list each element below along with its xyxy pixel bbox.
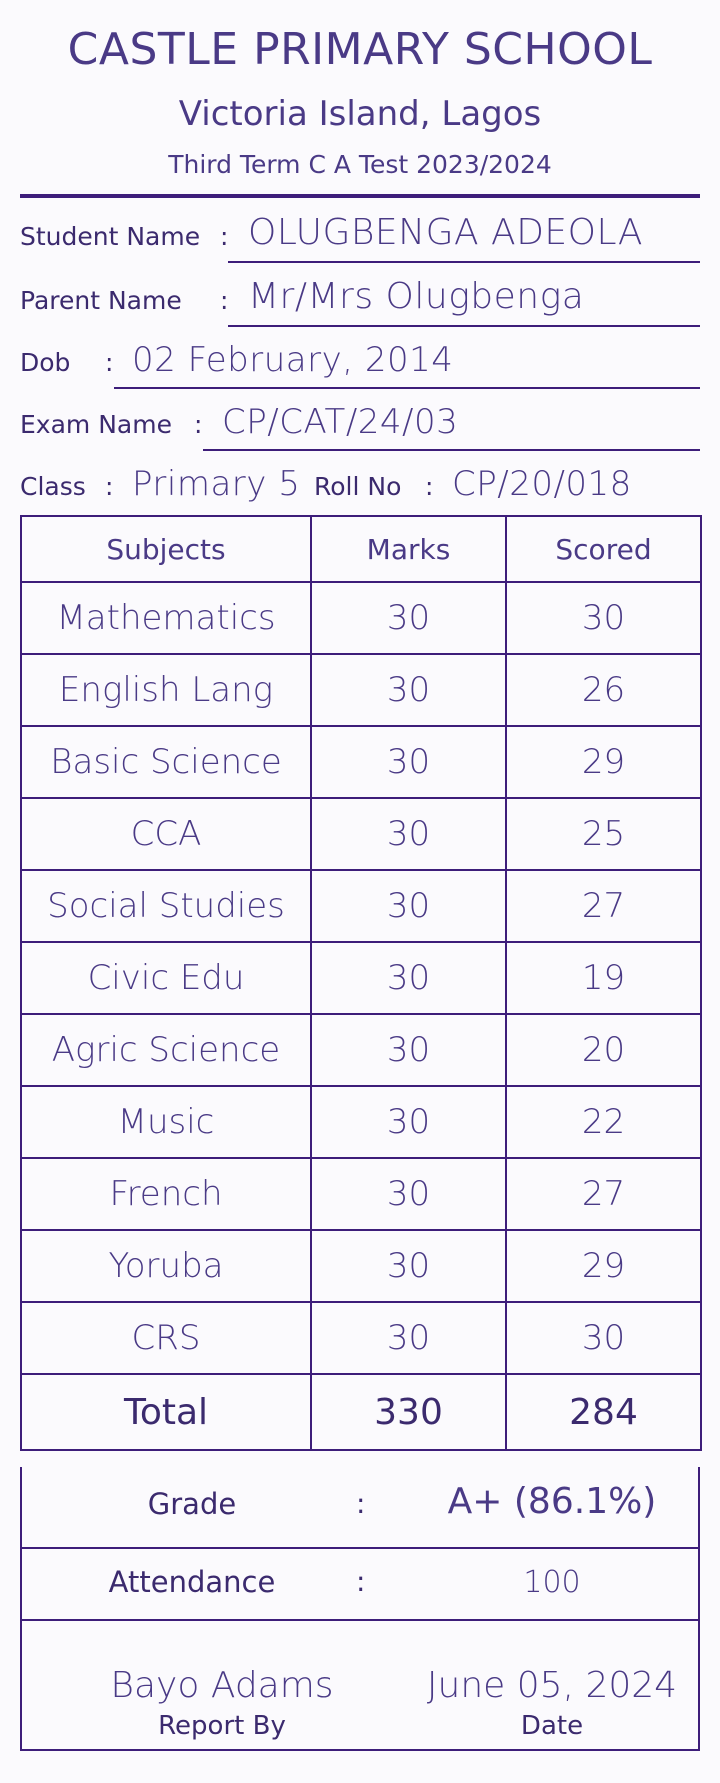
roll-no-colon: :	[425, 472, 434, 501]
scored-cell: 29	[505, 725, 702, 799]
table-row: CCA 30 25	[20, 797, 702, 871]
marks-cell: 30	[310, 941, 507, 1015]
exam-name-underline	[203, 449, 700, 451]
marks-cell: 30	[310, 869, 507, 943]
roll-no-label: Roll No	[314, 472, 402, 501]
marks-cell: 30	[310, 581, 507, 655]
table-row: French 30 27	[20, 1157, 702, 1231]
subject-cell: English Lang	[20, 653, 312, 727]
exam-name-colon: :	[194, 410, 203, 439]
report-by-label: Report By	[158, 1711, 286, 1741]
total-marks: 330	[310, 1373, 507, 1451]
parent-name-colon: :	[220, 286, 229, 315]
class-colon: :	[105, 472, 114, 501]
table-row: Agric Science 30 20	[20, 1013, 702, 1087]
class-value: Primary 5	[132, 464, 301, 504]
subject-cell: Basic Science	[20, 725, 312, 799]
table-row: Civic Edu 30 19	[20, 941, 702, 1015]
scored-cell: 25	[505, 797, 702, 871]
table-row: CRS 30 30	[20, 1301, 702, 1375]
student-name-value: OLUGBENGA ADEOLA	[248, 212, 643, 253]
class-label: Class	[20, 472, 86, 501]
scored-cell: 27	[505, 1157, 702, 1231]
subject-cell: CCA	[20, 797, 312, 871]
report-by-name: Bayo Adams	[110, 1665, 334, 1706]
subject-cell: Music	[20, 1085, 312, 1159]
column-header-subjects: Subjects	[20, 515, 312, 583]
student-name-underline	[228, 261, 700, 263]
scored-cell: 30	[505, 581, 702, 655]
scored-cell: 29	[505, 1229, 702, 1303]
total-label: Total	[20, 1373, 312, 1451]
exam-name-label: Exam Name	[20, 410, 172, 439]
marks-cell: 30	[310, 1085, 507, 1159]
roll-no-value: CP/20/018	[452, 464, 632, 504]
subject-cell: Yoruba	[20, 1229, 312, 1303]
marks-cell: 30	[310, 1157, 507, 1231]
marks-cell: 30	[310, 797, 507, 871]
column-header-scored: Scored	[505, 515, 702, 583]
table-header-row: Subjects Marks Scored	[20, 515, 702, 583]
dob-underline	[114, 387, 700, 389]
subject-cell: CRS	[20, 1301, 312, 1375]
marks-cell: 30	[310, 1301, 507, 1375]
scored-cell: 27	[505, 869, 702, 943]
report-date-label: Date	[520, 1711, 584, 1741]
table-row: Mathematics 30 30	[20, 581, 702, 655]
parent-name-value: Mr/Mrs Olugbenga	[248, 276, 585, 317]
subject-cell: French	[20, 1157, 312, 1231]
table-row: Music 30 22	[20, 1085, 702, 1159]
subject-cell: Social Studies	[20, 869, 312, 943]
exam-name-value: CP/CAT/24/03	[222, 402, 459, 442]
attendance-value: 100	[523, 1565, 581, 1600]
school-name: CASTLE PRIMARY SCHOOL	[67, 24, 653, 75]
student-name-colon: :	[220, 222, 229, 251]
grade-colon: :	[356, 1487, 366, 1520]
subject-cell: Civic Edu	[20, 941, 312, 1015]
marks-cell: 30	[310, 653, 507, 727]
table-row: Social Studies 30 27	[20, 869, 702, 943]
exam-title: Third Term C A Test 2023/2024	[168, 150, 552, 179]
dob-label: Dob	[20, 348, 71, 377]
grade-label: Grade	[147, 1487, 237, 1521]
subject-cell: Mathematics	[20, 581, 312, 655]
scored-cell: 26	[505, 653, 702, 727]
dob-value: 02 February, 2014	[132, 340, 454, 380]
dob-colon: :	[105, 348, 114, 377]
scored-cell: 30	[505, 1301, 702, 1375]
parent-name-label: Parent Name	[20, 286, 182, 315]
signature-row: Bayo Adams Report By June 05, 2024 Date	[20, 1621, 700, 1751]
scored-cell: 22	[505, 1085, 702, 1159]
header-divider	[20, 194, 700, 198]
subject-cell: Agric Science	[20, 1013, 312, 1087]
table-row: Basic Science 30 29	[20, 725, 702, 799]
total-row: Total 330 284	[20, 1373, 702, 1451]
attendance-colon: :	[356, 1565, 366, 1598]
marks-table: Subjects Marks Scored Mathematics 30 30 …	[20, 515, 702, 1451]
student-name-label: Student Name	[20, 222, 201, 251]
scored-cell: 20	[505, 1013, 702, 1087]
marks-cell: 30	[310, 1013, 507, 1087]
table-row: English Lang 30 26	[20, 653, 702, 727]
column-header-marks: Marks	[310, 515, 507, 583]
marks-cell: 30	[310, 725, 507, 799]
attendance-row: Attendance : 100	[20, 1549, 700, 1621]
attendance-label: Attendance	[108, 1565, 276, 1599]
table-row: Yoruba 30 29	[20, 1229, 702, 1303]
report-date-value: June 05, 2024	[426, 1665, 678, 1706]
marks-cell: 30	[310, 1229, 507, 1303]
grade-row: Grade : A+ (86.1%)	[20, 1467, 700, 1549]
parent-name-underline	[228, 325, 700, 327]
school-location: Victoria Island, Lagos	[178, 94, 542, 134]
total-scored: 284	[505, 1373, 702, 1451]
scored-cell: 19	[505, 941, 702, 1015]
grade-value: A+ (86.1%)	[447, 1481, 657, 1522]
